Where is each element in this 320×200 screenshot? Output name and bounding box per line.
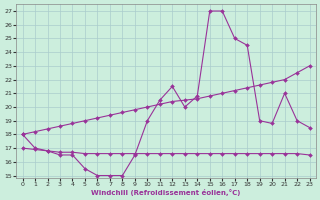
X-axis label: Windchill (Refroidissement éolien,°C): Windchill (Refroidissement éolien,°C) — [92, 189, 241, 196]
